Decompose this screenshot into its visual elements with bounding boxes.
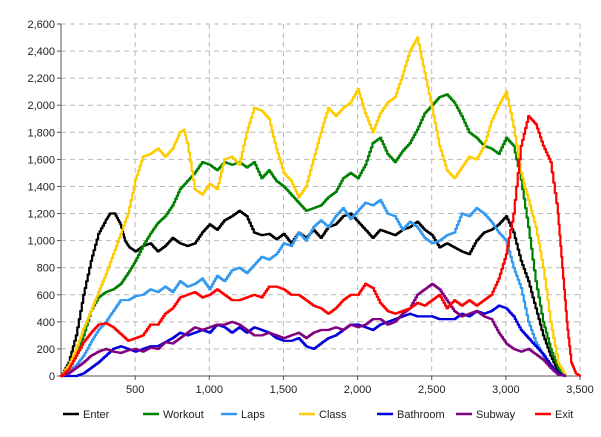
axes: 0 200 400 600 800 1,000 1,200 1,400 1,600 1,800 2,… <box>27 19 593 396</box>
legend-label: Bathroom <box>397 409 445 421</box>
y-tick-label: 800 <box>37 263 55 275</box>
series-line-workout <box>59 93 567 378</box>
y-tick-label: 1,200 <box>27 209 55 221</box>
y-tick-label: 2,600 <box>27 19 55 31</box>
legend-label: Laps <box>241 409 265 421</box>
y-tick-label: 2,400 <box>27 46 55 58</box>
x-tick-label: 2,500 <box>418 384 446 396</box>
y-tick-label: 1,600 <box>27 154 55 166</box>
x-tick-label: 500 <box>126 384 144 396</box>
series-line-subway <box>59 282 567 378</box>
legend-item-exit: Exit <box>535 409 573 421</box>
legend-item-laps: Laps <box>221 409 265 421</box>
legend-label: Class <box>319 409 347 421</box>
x-tick-label: 1,000 <box>196 384 224 396</box>
series-lines <box>59 36 582 378</box>
legend-label: Exit <box>555 409 573 421</box>
legend-label: Subway <box>476 409 516 421</box>
legend-item-bathroom: Bathroom <box>377 409 445 421</box>
legend: Enter Workout Laps Class Bathroom Subway Exit <box>63 409 573 421</box>
legend-item-subway: Subway <box>456 409 516 421</box>
y-tick-label: 0 <box>49 371 55 383</box>
x-tick-label: 3,500 <box>566 384 594 396</box>
y-tick-label: 1,400 <box>27 181 55 193</box>
y-tick-label: 1,800 <box>27 127 55 139</box>
y-tick-label: 200 <box>37 344 55 356</box>
y-tick-label: 400 <box>37 317 55 329</box>
y-tick-label: 1,000 <box>27 236 55 248</box>
y-tick-label: 600 <box>37 290 55 302</box>
x-tick-label: 3,000 <box>492 384 520 396</box>
y-tick-label: 2,000 <box>27 100 55 112</box>
legend-label: Enter <box>83 409 110 421</box>
x-tick-label: 2,000 <box>344 384 372 396</box>
x-tick-label: 1,500 <box>270 384 298 396</box>
legend-item-workout: Workout <box>143 409 204 421</box>
series-line-laps <box>59 198 567 378</box>
y-tick-label: 2,200 <box>27 73 55 85</box>
series-line-exit <box>59 115 582 378</box>
legend-label: Workout <box>163 409 204 421</box>
grid <box>61 23 581 376</box>
legend-item-enter: Enter <box>63 409 110 421</box>
series-line-class <box>59 36 567 378</box>
series-line-bathroom <box>59 304 567 378</box>
legend-item-class: Class <box>299 409 347 421</box>
